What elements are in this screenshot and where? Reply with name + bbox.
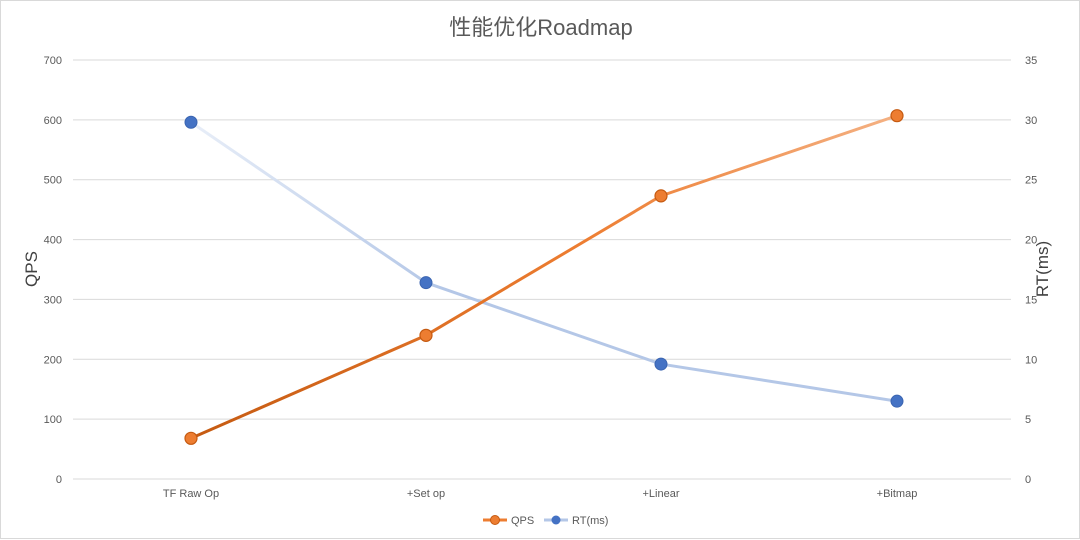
y-tick-label: 200 bbox=[44, 354, 62, 366]
qps-point bbox=[891, 110, 903, 122]
x-tick-label: +Set op bbox=[407, 488, 445, 500]
gridlines bbox=[73, 60, 1011, 479]
legend-rt-label: RT(ms) bbox=[572, 515, 608, 527]
y-tick-label: 100 bbox=[44, 414, 62, 426]
series-layer bbox=[185, 110, 903, 445]
y-tick-label: 400 bbox=[44, 235, 62, 247]
x-axis-ticks: TF Raw Op +Set op +Linear +Bitmap bbox=[163, 488, 917, 500]
rt-point bbox=[185, 116, 197, 128]
y2-tick-label: 35 bbox=[1025, 55, 1037, 67]
y-tick-label: 600 bbox=[44, 115, 62, 127]
legend-rt-marker bbox=[552, 516, 561, 525]
y2-tick-label: 25 bbox=[1025, 175, 1037, 187]
y-tick-label: 500 bbox=[44, 175, 62, 187]
y2-tick-label: 0 bbox=[1025, 474, 1031, 486]
qps-point bbox=[655, 190, 667, 202]
rt-point bbox=[891, 395, 903, 407]
qps-point bbox=[185, 432, 197, 444]
y2-tick-label: 30 bbox=[1025, 115, 1037, 127]
y-tick-label: 300 bbox=[44, 294, 62, 306]
y2-axis-title: RT(ms) bbox=[1033, 241, 1052, 297]
x-tick-label: +Linear bbox=[642, 488, 679, 500]
legend-qps-label: QPS bbox=[511, 515, 534, 527]
y-tick-label: 700 bbox=[44, 55, 62, 67]
x-tick-label: TF Raw Op bbox=[163, 488, 219, 500]
y-tick-label: 0 bbox=[56, 474, 62, 486]
rt-point bbox=[420, 277, 432, 289]
chart-title: 性能优化Roadmap bbox=[449, 15, 632, 40]
y-axis-title: QPS bbox=[22, 251, 41, 287]
qps-series-line bbox=[191, 116, 897, 439]
y2-tick-label: 10 bbox=[1025, 354, 1037, 366]
y-axis-ticks: 0 100 200 300 400 500 600 700 bbox=[44, 55, 62, 486]
rt-point bbox=[655, 358, 667, 370]
legend-qps-marker bbox=[491, 516, 500, 525]
x-tick-label: +Bitmap bbox=[877, 488, 918, 500]
y2-tick-label: 5 bbox=[1025, 414, 1031, 426]
qps-point bbox=[420, 329, 432, 341]
legend: QPS RT(ms) bbox=[483, 515, 608, 527]
